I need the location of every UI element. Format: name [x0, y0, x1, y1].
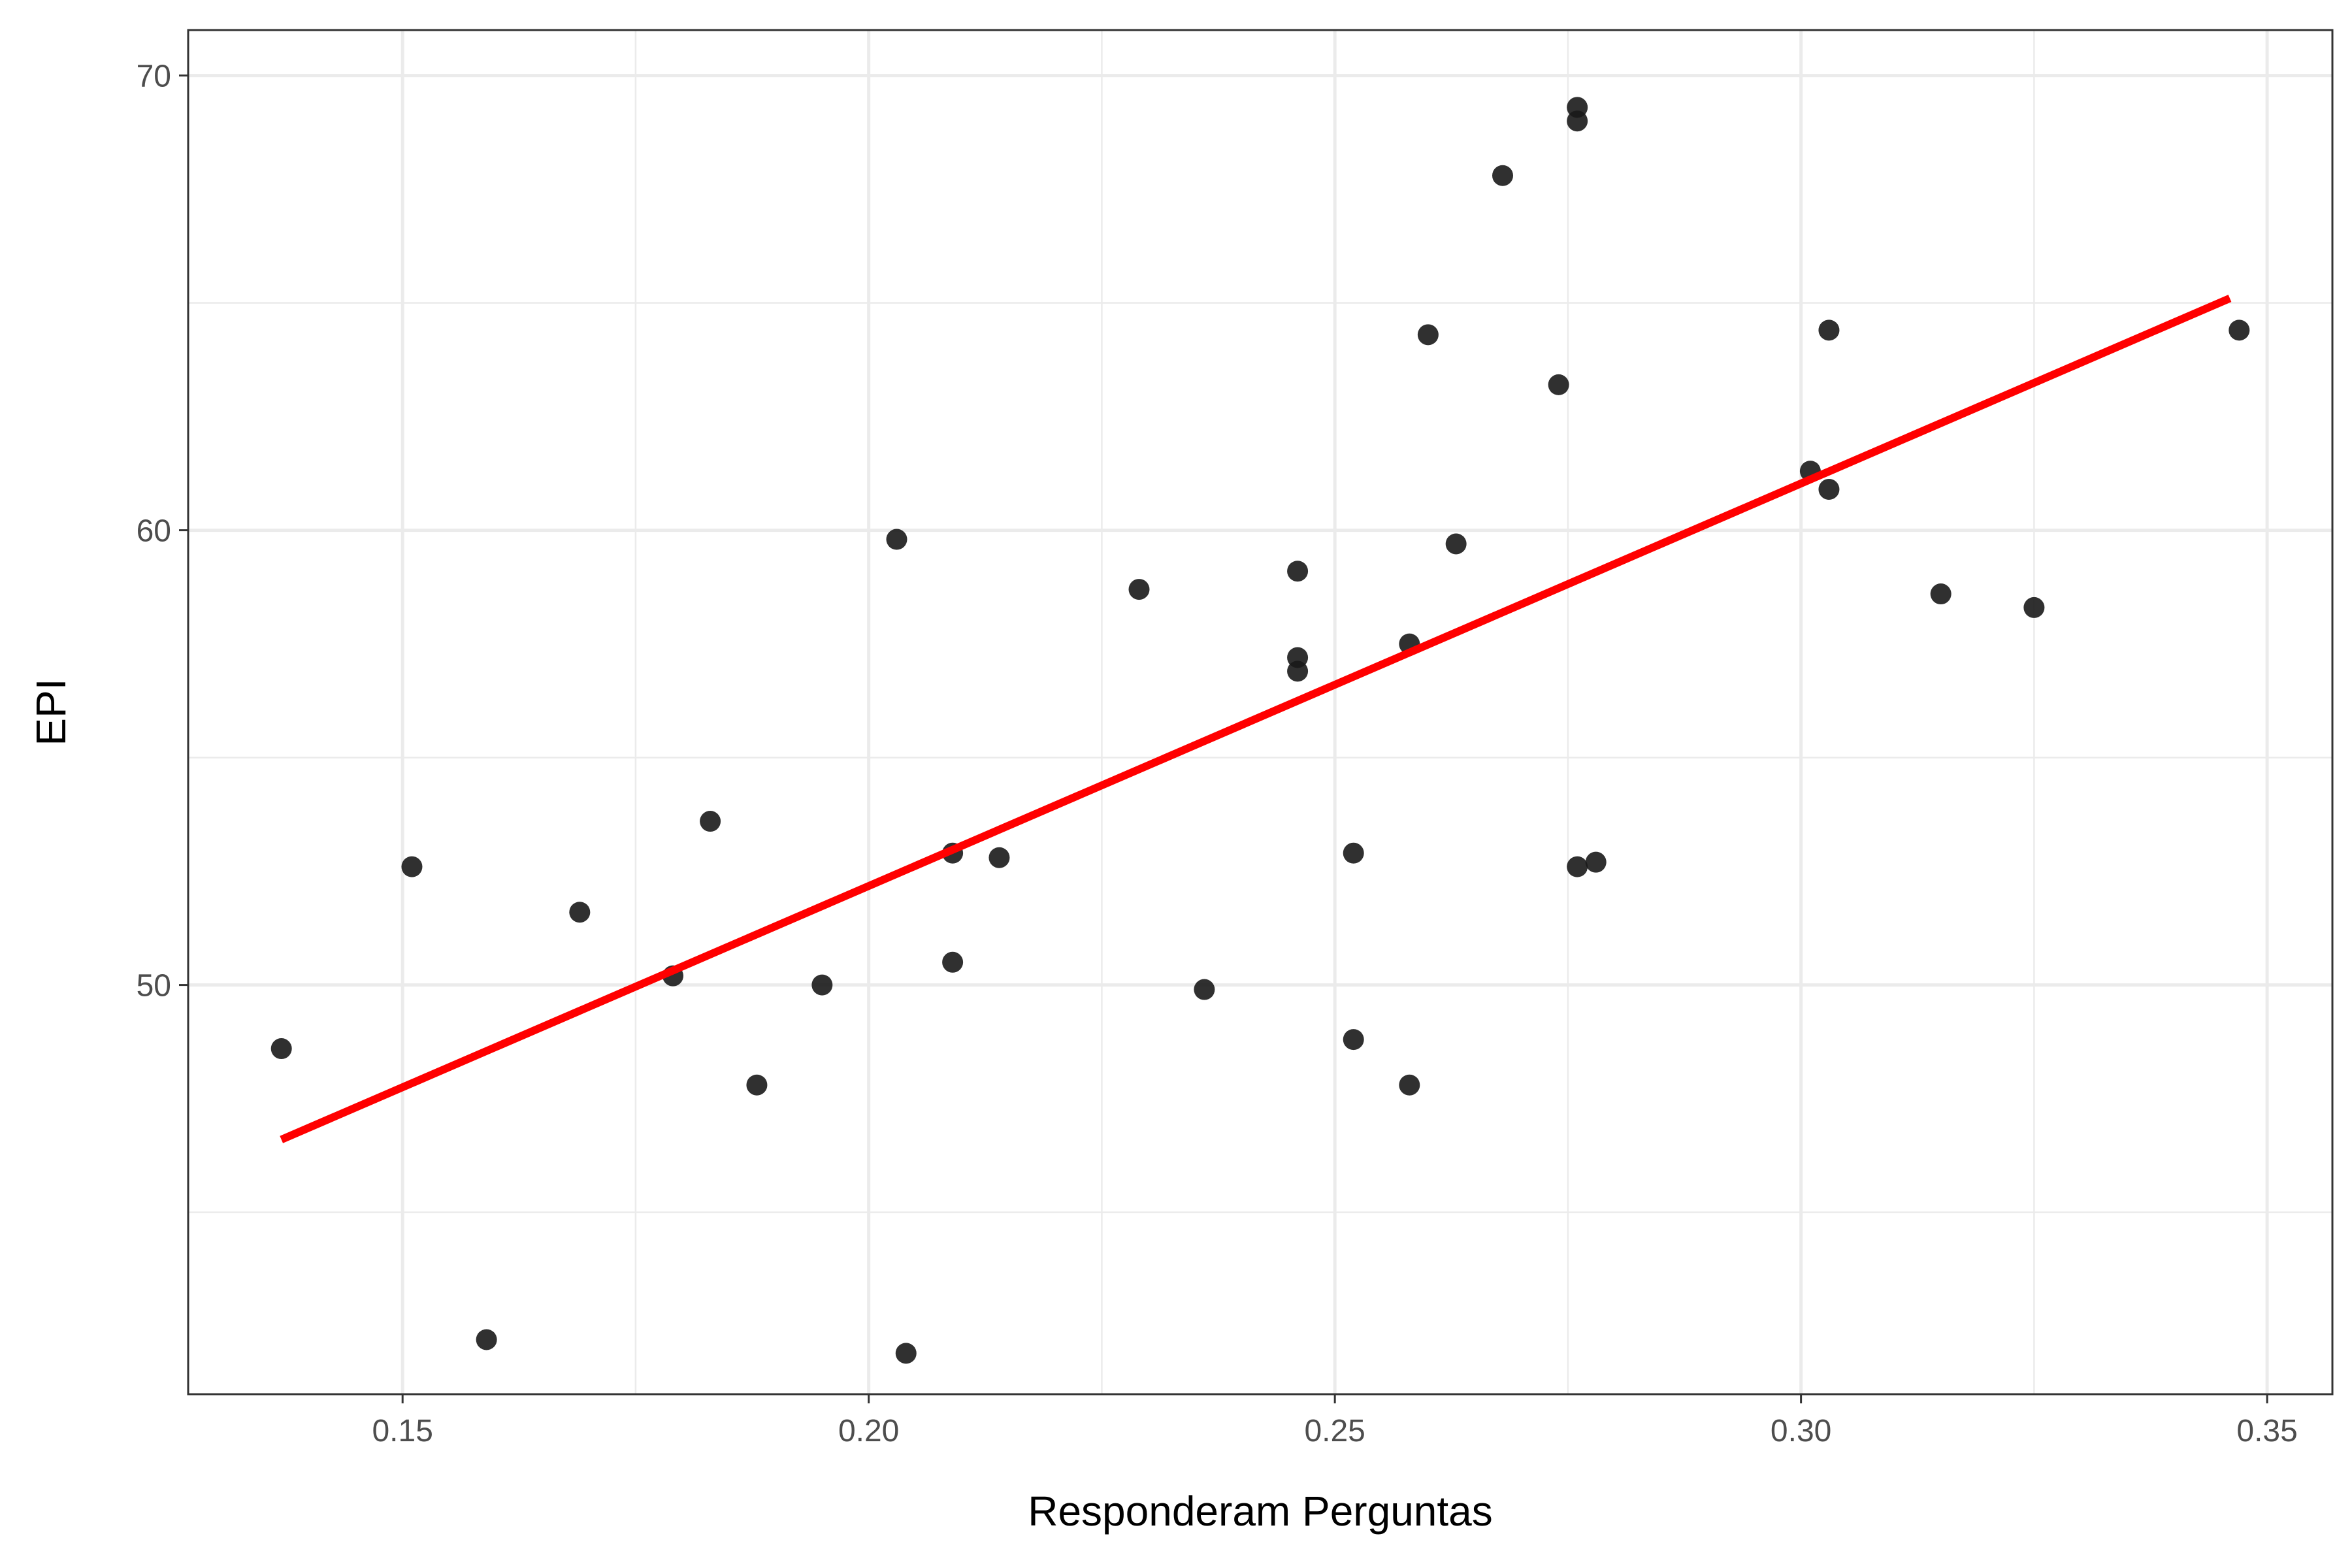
data-point [1818, 319, 1840, 341]
regression-line-group [280, 295, 2232, 1143]
data-point [1417, 324, 1439, 346]
y-tick-label: 50 [137, 969, 171, 1004]
axes: 0.15 0.20 0.25 0.30 0.35 50 60 70 [137, 59, 2298, 1448]
data-point [1548, 374, 1569, 395]
regression-line [280, 295, 2232, 1143]
data-point [1343, 1029, 1364, 1051]
x-tick-label: 0.25 [1304, 1414, 1365, 1448]
data-point [401, 856, 423, 877]
data-point [746, 1074, 768, 1096]
data-point [1287, 561, 1309, 582]
data-point [1445, 533, 1467, 555]
x-tick-label: 0.30 [1771, 1414, 1831, 1448]
data-point [1492, 165, 1514, 186]
data-point [988, 847, 1010, 868]
data-point [1128, 579, 1150, 600]
x-tick-label: 0.20 [838, 1414, 899, 1448]
data-point [886, 529, 907, 550]
data-point [942, 951, 964, 973]
panel-border [187, 29, 2334, 1396]
data-point [1567, 110, 1588, 132]
data-point [1930, 583, 1952, 605]
data-point [1194, 979, 1215, 1000]
data-point [270, 1038, 292, 1060]
data-point [895, 1343, 917, 1364]
data-point [1287, 661, 1309, 682]
data-point [700, 811, 721, 832]
data-point [1399, 1074, 1420, 1096]
data-point [1585, 851, 1607, 873]
data-point [1343, 842, 1364, 864]
data-point [811, 974, 833, 996]
data-point [569, 902, 591, 923]
y-tick-label: 70 [137, 59, 171, 94]
data-points [270, 97, 2250, 1364]
data-point [2229, 319, 2250, 341]
grid-lines [188, 30, 2332, 1394]
x-axis-title: Responderam Perguntas [1028, 1488, 1493, 1535]
data-point [476, 1329, 497, 1350]
x-tick-label: 0.35 [2236, 1414, 2297, 1448]
x-tick-label: 0.15 [372, 1414, 433, 1448]
y-tick-label: 60 [137, 514, 171, 549]
data-point [2023, 596, 2045, 618]
data-point [1567, 856, 1588, 877]
y-axis-title: EPI [27, 678, 74, 745]
data-point [1818, 478, 1840, 500]
